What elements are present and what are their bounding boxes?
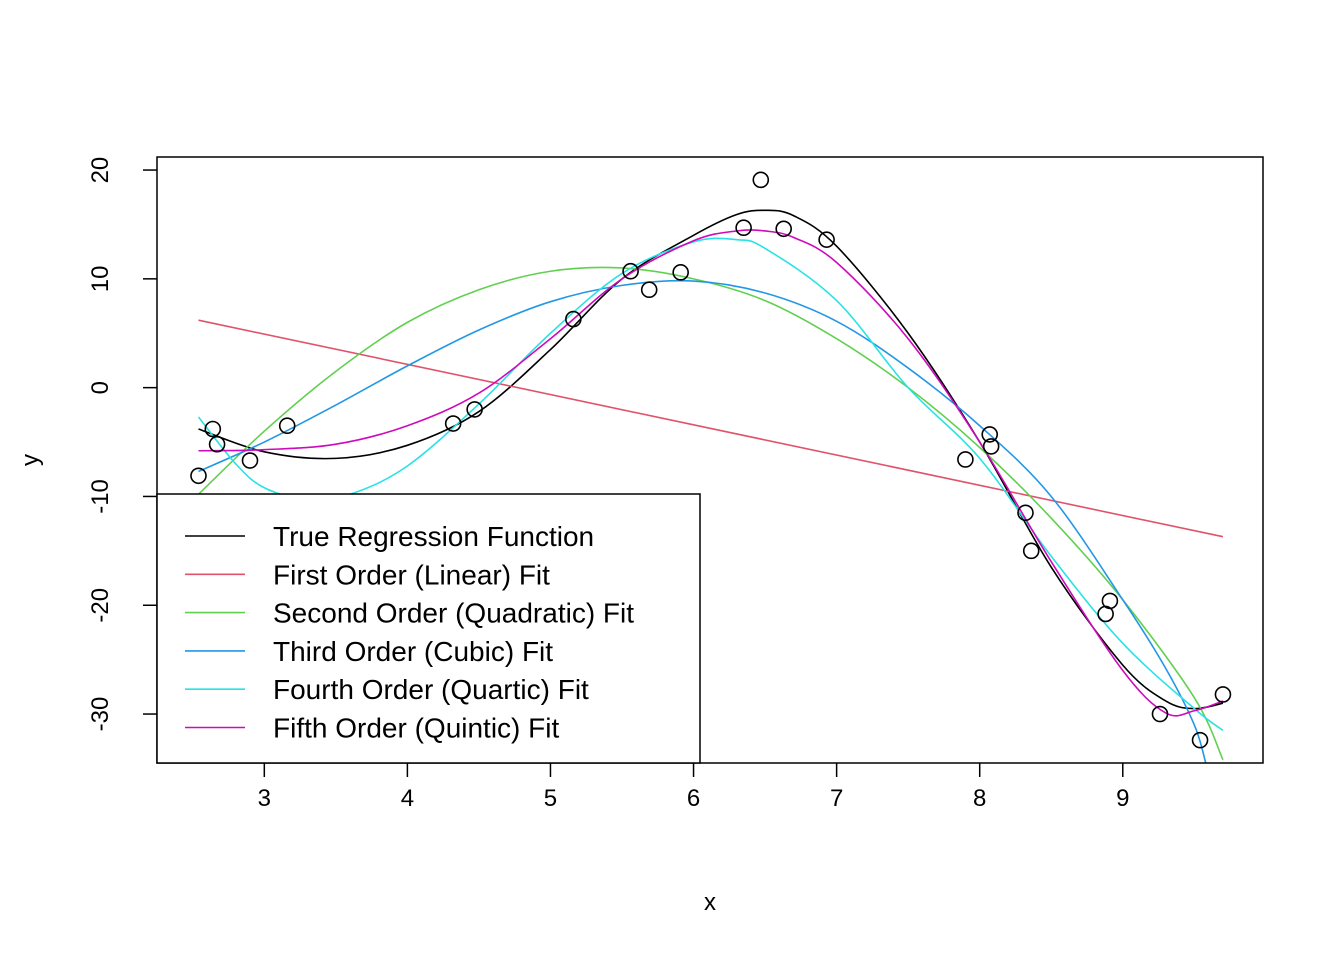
x-tick-label: 7 — [830, 785, 843, 812]
legend-item-label: Fifth Order (Quintic) Fit — [273, 713, 559, 744]
data-point — [466, 401, 483, 418]
legend-item-label: Fourth Order (Quartic) Fit — [273, 674, 589, 705]
data-point — [957, 451, 974, 468]
x-axis-label: x — [704, 889, 716, 916]
y-tick-label: 20 — [87, 157, 114, 184]
data-point — [982, 438, 1000, 455]
data-point — [444, 415, 462, 432]
legend-item-label: Second Order (Quadratic) Fit — [273, 598, 634, 629]
y-tick-label: 10 — [87, 266, 114, 293]
series-line-2 — [198, 319, 1224, 538]
legend-item-label: True Regression Function — [273, 521, 594, 552]
data-point — [672, 264, 689, 281]
plot-frame — [156, 156, 1264, 764]
legend-item-label: First Order (Linear) Fit — [273, 559, 550, 590]
data-points — [190, 171, 1232, 749]
series-line-4 — [198, 279, 1207, 763]
x-tick-label: 8 — [973, 785, 986, 812]
data-point — [1151, 705, 1169, 723]
series-line-1 — [198, 209, 1224, 710]
legend-box — [156, 493, 701, 764]
data-point — [1101, 592, 1119, 610]
data-point — [241, 452, 259, 469]
data-point — [640, 281, 658, 299]
y-axis: -30 -20 -10 0 10 20 — [87, 157, 157, 732]
data-point — [622, 262, 639, 280]
y-tick-label: -20 — [87, 588, 114, 623]
data-point — [1214, 686, 1232, 703]
y-tick-label: 0 — [87, 381, 114, 394]
data-point — [752, 171, 770, 189]
data-point — [818, 231, 835, 248]
legend-item-label: Third Order (Cubic) Fit — [273, 636, 553, 667]
x-tick-label: 9 — [1116, 785, 1129, 812]
x-tick-label: 3 — [258, 785, 271, 812]
data-point — [1191, 731, 1209, 749]
data-point — [190, 467, 207, 485]
y-tick-label: -30 — [87, 697, 114, 732]
x-axis: 3 4 5 6 7 8 9 — [258, 763, 1129, 812]
x-tick-label: 4 — [401, 785, 414, 812]
data-point — [775, 220, 792, 238]
data-point — [1017, 504, 1034, 522]
series-line-6 — [198, 229, 1224, 717]
data-point — [735, 219, 752, 237]
data-point — [981, 426, 999, 443]
data-point — [278, 417, 296, 435]
data-point — [565, 310, 582, 328]
data-point — [208, 435, 226, 453]
data-point — [1022, 542, 1040, 560]
data-point — [204, 420, 222, 438]
y-tick-label: -10 — [87, 479, 114, 514]
x-tick-label: 6 — [687, 785, 700, 812]
y-axis-label: y — [17, 454, 44, 466]
series-line-3 — [197, 266, 1224, 761]
x-tick-label: 5 — [544, 785, 557, 812]
legend: True Regression Function First Order (Lin… — [156, 493, 701, 764]
